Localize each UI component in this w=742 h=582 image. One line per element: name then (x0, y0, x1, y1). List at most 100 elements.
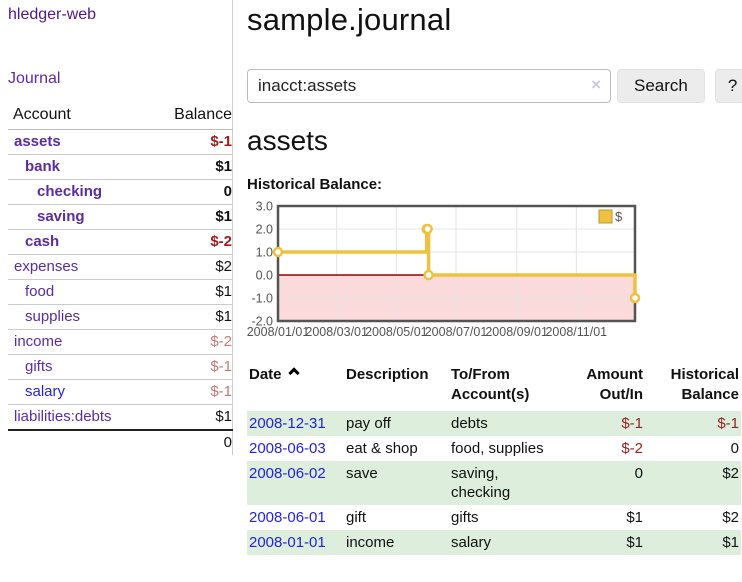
account-row: assets $-1 (8, 129, 233, 155)
search-button[interactable]: Search (617, 69, 705, 103)
chart-title: Historical Balance: (247, 176, 383, 193)
account-balance: 0 (147, 179, 233, 205)
account-row: bank $1 (8, 154, 233, 180)
transaction-balance: $1 (722, 534, 739, 551)
transaction-accounts: food, supplies (451, 440, 544, 457)
account-row: salary $-1 (8, 379, 233, 405)
account-balance: $1 (215, 408, 232, 425)
account-link[interactable]: saving (37, 208, 85, 225)
account-link[interactable]: supplies (25, 308, 81, 325)
search-help-button[interactable]: ? (714, 69, 742, 103)
account-balance: $1 (147, 279, 233, 305)
account-balance: $-2 (147, 229, 233, 255)
transaction-row[interactable]: 2008-01-01 income salary $1 $1 (247, 530, 741, 555)
account-row: expenses $2 (8, 254, 233, 280)
svg-text:2008/03/01: 2008/03/01 (305, 325, 368, 339)
account-row: income $-2 (8, 329, 233, 355)
accounts-total-balance: 0 (147, 429, 233, 455)
sidebar: hledger-web Journal Account Balance asse… (0, 0, 233, 455)
accounts-header-account: Account (8, 104, 148, 130)
transaction-description: eat & shop (346, 440, 418, 457)
clear-search-icon[interactable]: × (591, 75, 601, 94)
register-table: Date Description To/From Account(s) Amou… (247, 361, 741, 555)
svg-text:-2.0: -2.0 (251, 315, 273, 329)
account-link[interactable]: gifts (25, 358, 53, 375)
transaction-amount: $1 (626, 509, 643, 526)
account-link[interactable]: liabilities:debts (14, 408, 112, 425)
transaction-accounts: gifts (451, 509, 479, 526)
account-balance: $-1 (147, 129, 233, 155)
account-row: cash $-2 (8, 229, 233, 255)
chart-legend-label: $ (615, 209, 623, 224)
transaction-accounts: salary (451, 534, 492, 551)
brand-link[interactable]: hledger-web (8, 6, 97, 23)
accounts-table: Account Balance assets $-1 ban (8, 104, 233, 455)
accounts-header-row: Account Balance (8, 104, 233, 130)
transaction-description: save (346, 465, 378, 482)
transaction-date-link[interactable]: 2008-01-01 (249, 534, 326, 551)
transaction-date-link[interactable]: 2008-06-02 (249, 465, 326, 482)
sort-ascending-icon (287, 367, 300, 379)
transaction-date-link[interactable]: 2008-12-31 (249, 415, 326, 432)
historical-balance-chart: 3.0 2.0 1.0 0.0 -1.0 -2.02008/01/012008/03/01… (247, 200, 641, 339)
transaction-date-link[interactable]: 2008-06-03 (249, 440, 326, 457)
transaction-description: income (346, 534, 395, 551)
transaction-amount: $-1 (621, 415, 643, 432)
account-row: gifts $-1 (8, 354, 233, 380)
transaction-row[interactable]: 2008-12-31 pay off debts $-1 $-1 (247, 411, 741, 436)
account-link[interactable]: bank (25, 158, 61, 175)
account-balance: $1 (147, 154, 233, 180)
account-link[interactable]: cash (25, 233, 60, 250)
search-input[interactable] (247, 69, 611, 103)
search-form: × Search ? (247, 69, 742, 103)
transaction-balance: 0 (730, 440, 739, 457)
svg-text:0.0: 0.0 (256, 269, 273, 283)
register-header-date[interactable]: Date (247, 361, 344, 411)
sidebar-item-journal[interactable]: Journal (8, 70, 61, 87)
svg-text:2008/05/01: 2008/05/01 (365, 325, 428, 339)
account-balance: $1 (147, 304, 233, 330)
transaction-amount: $1 (626, 534, 643, 551)
register-header-accounts: To/From Account(s) (451, 366, 530, 403)
register-header-amount: Amount Out/In (586, 366, 643, 403)
transaction-amount: $-2 (621, 440, 643, 457)
account-balance: $2 (147, 254, 233, 280)
account-row: supplies $1 (8, 304, 233, 330)
transaction-amount: 0 (634, 465, 643, 482)
account-link[interactable]: assets (14, 133, 61, 150)
svg-text:1.0: 1.0 (256, 246, 273, 260)
account-link[interactable]: salary (25, 383, 66, 400)
register-header-description: Description (346, 366, 429, 383)
account-balance: $-1 (147, 379, 233, 405)
search-field-wrap: × (247, 69, 611, 103)
accounts-total-row: 0 (8, 429, 233, 455)
transaction-date-link[interactable]: 2008-06-01 (249, 509, 326, 526)
svg-text:2008/07/01: 2008/07/01 (425, 325, 488, 339)
svg-text:2008/11/01: 2008/11/01 (545, 325, 607, 339)
hledger-web-app: hledger-web Journal Account Balance asse… (0, 0, 742, 555)
account-row: saving $1 (8, 204, 233, 230)
account-row: liabilities:debts $1 (8, 405, 233, 431)
account-link[interactable]: food (25, 283, 55, 300)
page-title: sample.journal (247, 2, 452, 37)
account-balance: $-1 (147, 354, 233, 380)
transaction-row[interactable]: 2008-06-02 save saving, checking 0 $2 (247, 461, 741, 505)
account-link[interactable]: income (14, 333, 63, 350)
register-header-balance: Historical Balance (670, 366, 739, 403)
account-balance: $-2 (147, 329, 233, 355)
account-row: checking 0 (8, 179, 233, 205)
svg-text:2.0: 2.0 (256, 223, 273, 237)
transaction-row[interactable]: 2008-06-03 eat & shop food, supplies $-2… (247, 436, 741, 461)
accounts-header-balance: Balance (147, 104, 233, 130)
transaction-row[interactable]: 2008-06-01 gift gifts $1 $2 (247, 505, 741, 530)
account-heading: assets (247, 125, 328, 156)
account-row: food $1 (8, 279, 233, 305)
account-link[interactable]: checking (37, 183, 103, 200)
transaction-accounts: debts (451, 415, 488, 432)
account-link[interactable]: expenses (14, 258, 79, 275)
transaction-description: pay off (346, 415, 391, 432)
svg-text:-1.0: -1.0 (251, 292, 273, 306)
svg-text:2008/09/01: 2008/09/01 (485, 325, 548, 339)
transaction-balance: $2 (722, 509, 739, 526)
svg-text:3.0: 3.0 (256, 200, 273, 214)
